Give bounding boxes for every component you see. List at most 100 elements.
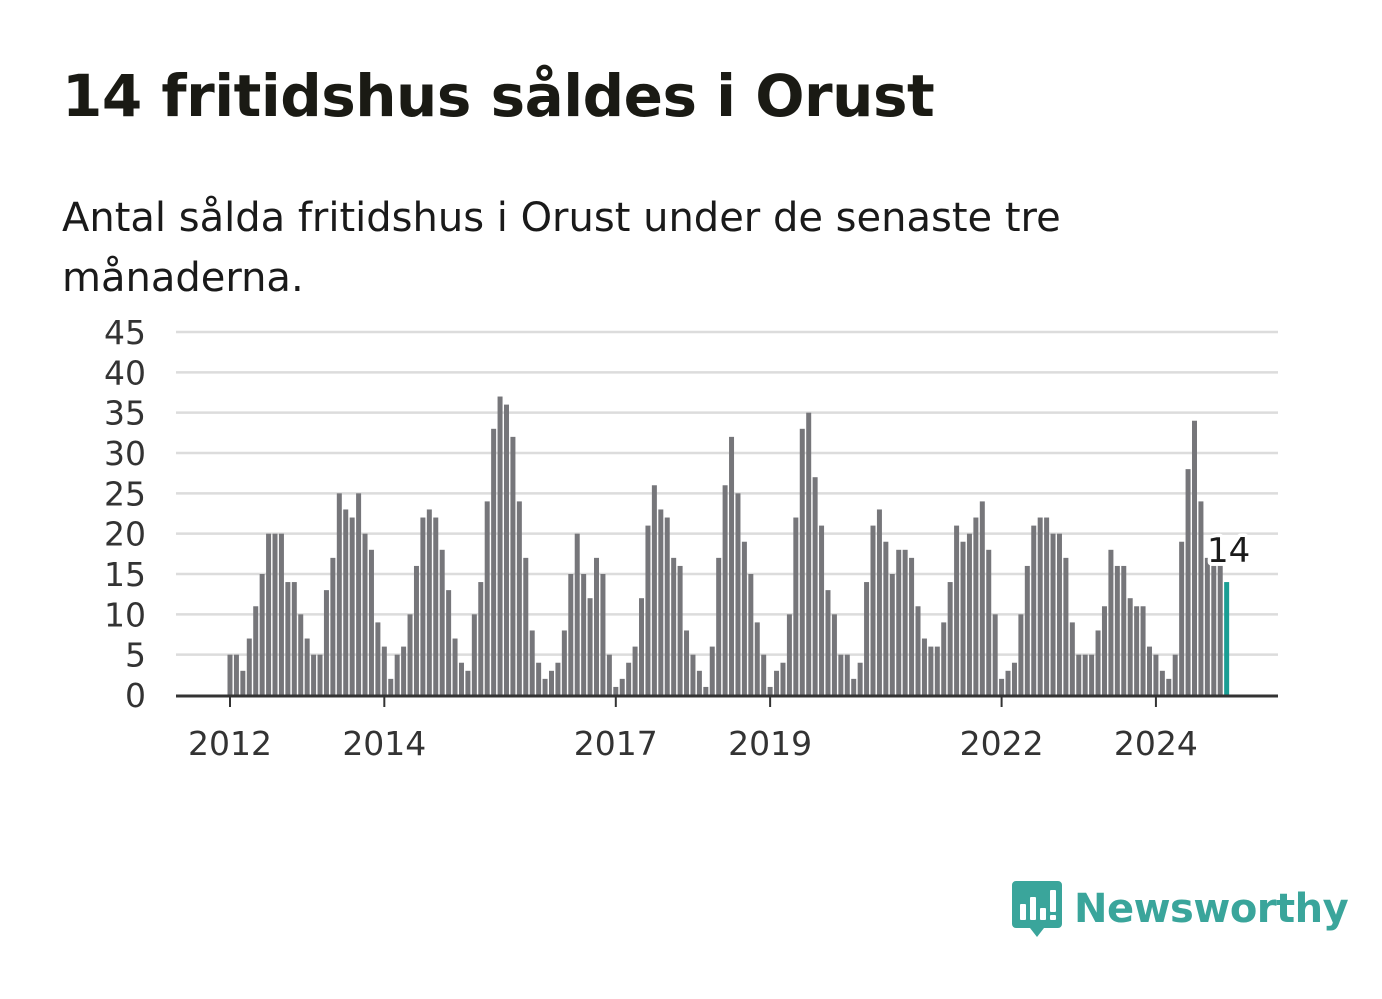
y-tick-label: 45 bbox=[104, 313, 146, 352]
bar bbox=[677, 565, 683, 695]
bar bbox=[1089, 654, 1095, 695]
bar bbox=[632, 646, 638, 695]
bar bbox=[754, 622, 760, 695]
bar bbox=[1082, 654, 1088, 695]
bar bbox=[516, 501, 522, 695]
bar bbox=[555, 662, 561, 695]
y-tick-label: 10 bbox=[104, 595, 146, 634]
bar bbox=[233, 654, 239, 695]
bar bbox=[748, 574, 754, 695]
bar bbox=[394, 654, 400, 695]
bar bbox=[921, 638, 927, 695]
bar bbox=[336, 493, 342, 695]
bar bbox=[568, 574, 574, 695]
bar bbox=[529, 630, 535, 695]
bar bbox=[491, 428, 497, 695]
bar bbox=[645, 525, 651, 695]
bar bbox=[664, 517, 670, 695]
bar bbox=[1159, 670, 1165, 695]
bar bbox=[298, 614, 304, 695]
bar bbox=[1185, 469, 1191, 695]
bar bbox=[253, 606, 259, 695]
bar bbox=[594, 557, 600, 695]
bar bbox=[896, 549, 902, 695]
bar bbox=[291, 582, 297, 695]
y-tick-label: 30 bbox=[104, 434, 146, 473]
bar bbox=[1108, 549, 1114, 695]
bar bbox=[658, 509, 664, 695]
bar bbox=[1204, 557, 1210, 695]
bar bbox=[851, 678, 857, 695]
bar bbox=[304, 638, 310, 695]
bar bbox=[407, 614, 413, 695]
bar bbox=[401, 646, 407, 695]
brand-logo[interactable]: Newsworthy bbox=[1010, 878, 1349, 940]
bar bbox=[1211, 565, 1217, 695]
bar bbox=[774, 670, 780, 695]
bar bbox=[979, 501, 985, 695]
x-tick-label: 2014 bbox=[342, 724, 426, 763]
bar bbox=[684, 630, 690, 695]
bar bbox=[1192, 420, 1197, 695]
bar bbox=[1037, 517, 1043, 695]
bar bbox=[606, 654, 612, 695]
bar bbox=[857, 662, 863, 695]
bar bbox=[831, 614, 837, 695]
y-tick-label: 5 bbox=[125, 636, 146, 675]
bar bbox=[1011, 662, 1017, 695]
y-tick-label: 40 bbox=[104, 353, 146, 392]
bar bbox=[876, 509, 882, 695]
x-tick-label: 2019 bbox=[728, 724, 812, 763]
bar bbox=[1018, 614, 1024, 695]
y-tick-label: 35 bbox=[104, 394, 146, 433]
bar bbox=[902, 549, 908, 695]
bar bbox=[227, 654, 233, 695]
bar bbox=[478, 582, 484, 695]
x-tick-label: 2017 bbox=[574, 724, 658, 763]
bar bbox=[368, 549, 374, 695]
bar bbox=[285, 582, 291, 695]
chart-title: 14 fritidshus såldes i Orust bbox=[62, 62, 935, 130]
bar bbox=[767, 686, 773, 695]
bar bbox=[574, 533, 580, 695]
bar bbox=[928, 646, 934, 695]
bar bbox=[587, 598, 593, 695]
bar bbox=[272, 533, 278, 695]
bar bbox=[619, 678, 625, 695]
bar bbox=[356, 493, 362, 695]
bar bbox=[388, 678, 394, 695]
bar bbox=[536, 662, 542, 695]
bar bbox=[954, 525, 960, 695]
bar bbox=[433, 517, 439, 695]
highlight-bar bbox=[1224, 582, 1230, 695]
bar bbox=[889, 574, 895, 695]
bar bbox=[613, 686, 619, 695]
bar bbox=[343, 509, 349, 695]
bar bbox=[465, 670, 471, 695]
bar bbox=[819, 525, 825, 695]
bar bbox=[349, 517, 355, 695]
y-tick-label: 0 bbox=[125, 676, 146, 715]
bar bbox=[1050, 533, 1056, 695]
bar bbox=[1179, 541, 1185, 695]
x-tick-label: 2012 bbox=[188, 724, 272, 763]
bar bbox=[362, 533, 368, 695]
bar bbox=[729, 436, 735, 695]
chart-subtitle: Antal sålda fritidshus i Orust under de … bbox=[62, 195, 1061, 301]
bar bbox=[278, 533, 284, 695]
bar bbox=[690, 654, 696, 695]
bar bbox=[992, 614, 998, 695]
bar bbox=[381, 646, 387, 695]
bar bbox=[716, 557, 722, 695]
bar bbox=[973, 517, 979, 695]
bar bbox=[510, 436, 516, 695]
bar bbox=[844, 654, 850, 695]
bar bbox=[439, 549, 445, 695]
bar bbox=[1069, 622, 1075, 695]
bar bbox=[722, 485, 728, 695]
bar bbox=[523, 557, 529, 695]
bar bbox=[311, 654, 317, 695]
bar bbox=[1063, 557, 1069, 695]
bar bbox=[446, 590, 452, 695]
